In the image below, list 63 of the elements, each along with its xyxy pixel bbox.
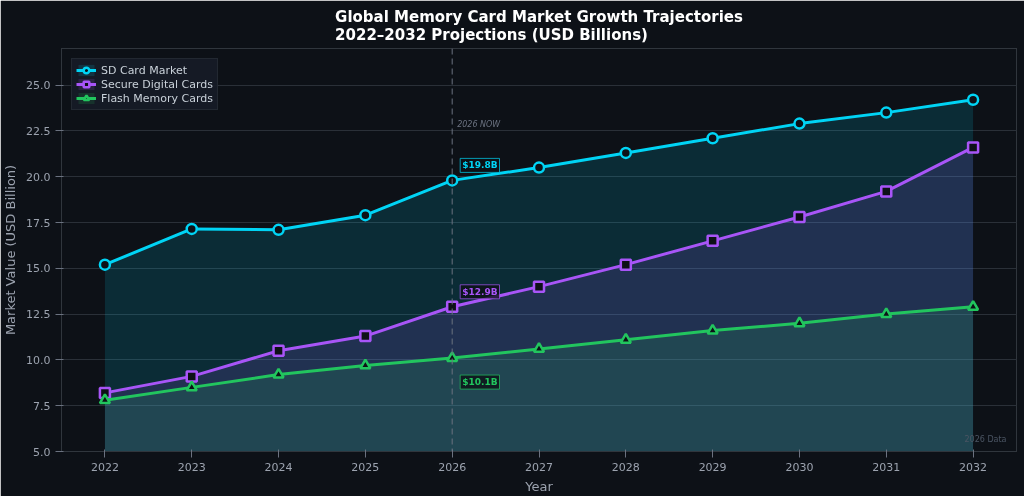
point: [793, 316, 806, 328]
point: [272, 344, 285, 357]
legend-label: SD Card Market: [101, 63, 187, 77]
y-tick-label: 7.5: [33, 399, 51, 413]
x-tick-label: 2026: [438, 460, 467, 474]
point: [359, 208, 372, 222]
data-label: $19.8B: [462, 160, 498, 171]
point: [793, 210, 806, 224]
point: [706, 234, 719, 248]
x-tick-label: 2025: [351, 460, 380, 474]
point: [966, 93, 980, 107]
point: [880, 307, 893, 319]
point: [445, 174, 459, 187]
y-tick-label: 22.5: [26, 124, 51, 138]
point: [619, 146, 633, 160]
legend-label: Flash Memory Cards: [101, 91, 214, 105]
point: [966, 299, 980, 311]
point: [272, 367, 285, 379]
point: [880, 185, 893, 198]
y-tick-label: 25.0: [26, 79, 51, 93]
point: [445, 300, 459, 314]
point: [706, 132, 719, 145]
point: [185, 370, 198, 383]
y-tick-label: 10.0: [26, 353, 51, 367]
point: [445, 351, 459, 363]
y-tick-label: 20.0: [26, 170, 51, 184]
y-axis-title: Market Value (USD Billion): [3, 164, 19, 336]
point: [98, 393, 112, 405]
data-label: $12.9B: [462, 286, 498, 297]
point: [706, 323, 719, 335]
annotation: 2026 Data: [964, 434, 1007, 444]
x-tick-label: 2022: [90, 460, 119, 474]
point: [619, 332, 633, 344]
x-axis-title: Year: [524, 478, 554, 494]
point: [966, 141, 980, 154]
point: [880, 106, 893, 119]
ref-line-label: 2026 NOW: [457, 119, 502, 129]
point: [532, 341, 546, 354]
x-tick-label: 2024: [264, 460, 293, 474]
y-tick-label: 17.5: [26, 216, 51, 230]
point: [359, 329, 372, 343]
point: [185, 380, 198, 392]
data-label: $10.1B: [462, 377, 498, 388]
point: [98, 258, 112, 271]
point: [185, 222, 198, 236]
x-tick-label: 2031: [872, 460, 901, 474]
legend-label: Secure Digital Cards: [101, 77, 213, 91]
point: [793, 117, 806, 130]
x-tick-label: 2029: [698, 460, 727, 474]
point: [532, 161, 546, 174]
x-tick-label: 2032: [959, 460, 988, 474]
y-tick-label: 12.5: [26, 308, 51, 322]
point: [272, 223, 285, 237]
x-tick-label: 2028: [611, 460, 640, 474]
point: [619, 258, 633, 271]
y-tick-label: 5.0: [33, 445, 51, 459]
x-tick-label: 2030: [785, 460, 814, 474]
point: [532, 280, 546, 293]
x-tick-label: 2027: [525, 460, 553, 474]
y-tick-label: 15.0: [26, 262, 51, 276]
chart-title: Global Memory Card Market Growth Trajectories 2022–2032 Projections (USD Billions): [335, 7, 743, 44]
point: [359, 358, 372, 370]
x-tick-label: 2023: [177, 460, 206, 474]
